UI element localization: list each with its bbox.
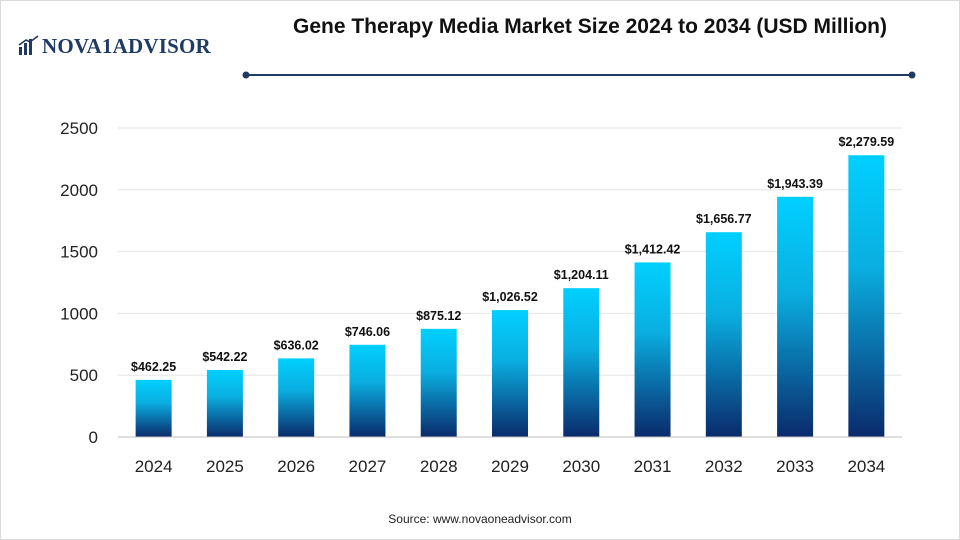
data-label: $1,204.11 xyxy=(554,268,609,282)
data-labels: $462.25 $542.22 $636.02 $746.06 $875.12 $1,02… xyxy=(131,135,894,374)
y-tick-label: 2000 xyxy=(60,181,98,200)
source-note: Source: www.novaoneadvisor.com xyxy=(388,512,572,526)
x-tick-label: 2033 xyxy=(776,457,814,476)
x-tick-label: 2029 xyxy=(491,457,529,476)
data-label: $875.12 xyxy=(416,309,461,323)
x-tick-label: 2025 xyxy=(206,457,244,476)
x-tick-label: 2028 xyxy=(420,457,458,476)
x-tick-label: 2027 xyxy=(349,457,387,476)
bar-2025 xyxy=(206,369,243,437)
y-tick-label: 0 xyxy=(89,428,98,447)
y-tick-label: 1500 xyxy=(60,243,98,262)
data-label: $636.02 xyxy=(274,338,319,352)
data-label: $1,943.39 xyxy=(767,177,823,191)
x-tick-label: 2024 xyxy=(135,457,173,476)
x-axis-ticks: 2024 2025 2026 2027 2028 2029 2030 2031 2032 2033… xyxy=(135,457,886,476)
title-underline xyxy=(242,71,916,79)
data-label: $2,279.59 xyxy=(839,135,895,149)
bar-2027 xyxy=(349,344,386,437)
bar-2028 xyxy=(420,328,457,437)
bar-2030 xyxy=(563,288,600,437)
y-axis-ticks: 0 500 1000 1500 2000 2500 xyxy=(60,119,98,447)
bar-2029 xyxy=(492,310,528,437)
bar-2026 xyxy=(278,358,315,437)
chart-title: Gene Therapy Media Market Size 2024 to 2… xyxy=(292,15,888,38)
bars xyxy=(135,155,885,437)
bar-2033 xyxy=(777,196,814,437)
x-tick-label: 2031 xyxy=(634,457,672,476)
x-tick-label: 2032 xyxy=(705,457,743,476)
bar-chart-icon xyxy=(18,35,39,55)
bar-2031 xyxy=(634,262,671,437)
data-label: $1,412.42 xyxy=(625,242,681,256)
y-tick-label: 2500 xyxy=(60,119,98,138)
data-label: $1,026.52 xyxy=(482,290,538,304)
data-label: $542.22 xyxy=(202,350,247,364)
brand-logo: NOVA1ADVISOR xyxy=(18,34,211,58)
data-label: $1,656.77 xyxy=(696,212,752,226)
x-tick-label: 2026 xyxy=(277,457,315,476)
data-label: $462.25 xyxy=(131,360,176,374)
data-label: $746.06 xyxy=(345,325,390,339)
bar-2032 xyxy=(705,232,742,437)
x-tick-label: 2030 xyxy=(562,457,600,476)
y-tick-label: 500 xyxy=(70,366,98,385)
logo-text: NOVA1ADVISOR xyxy=(42,33,211,58)
bar-2024 xyxy=(135,379,172,437)
y-tick-label: 1000 xyxy=(60,304,98,323)
bar-2034 xyxy=(848,155,885,437)
x-tick-label: 2034 xyxy=(847,457,885,476)
